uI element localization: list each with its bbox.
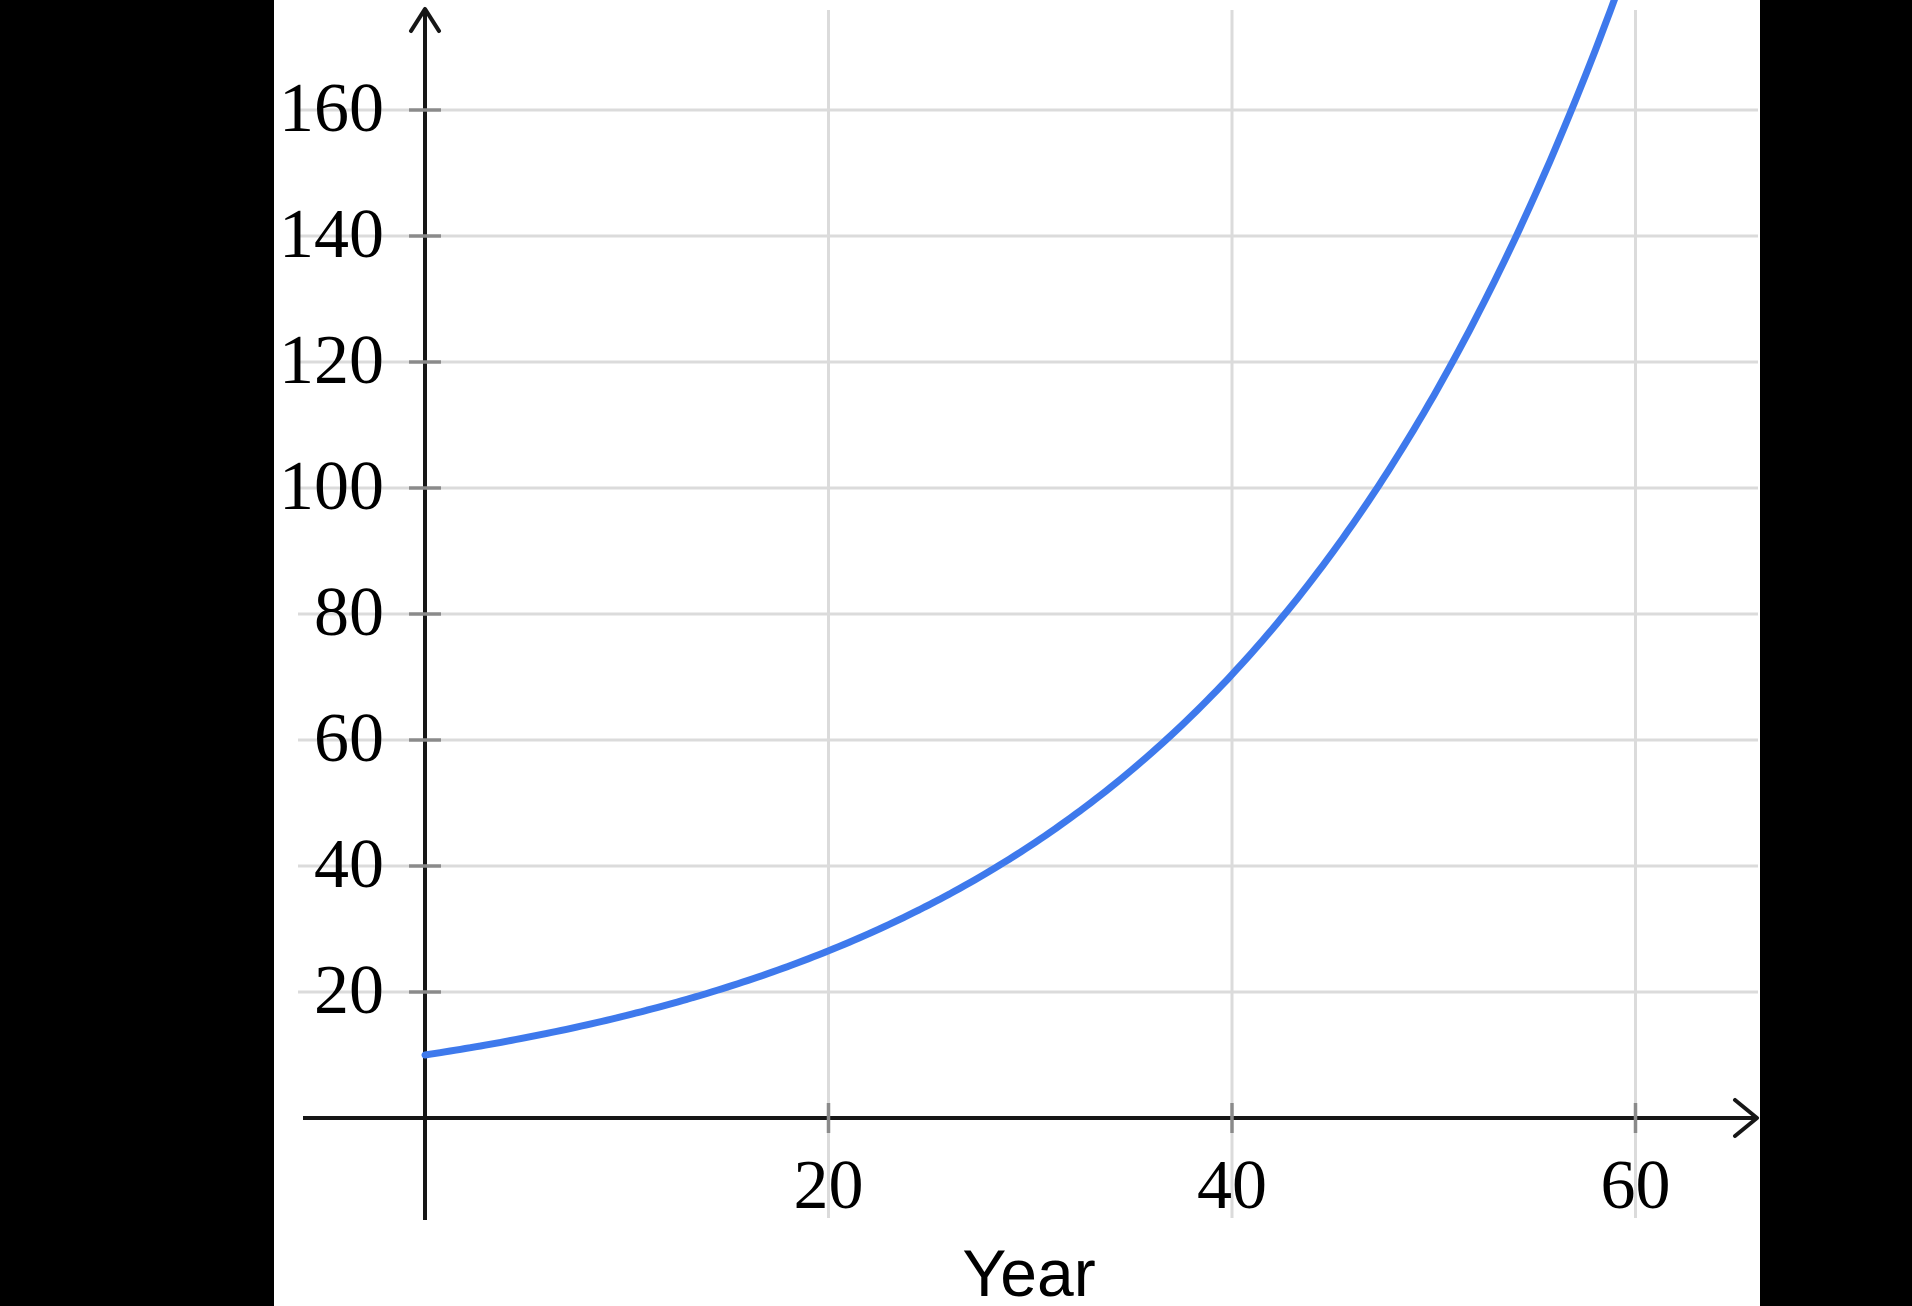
x-tick-label-40: 40 <box>1197 1147 1267 1224</box>
tick-marks <box>409 108 1638 1133</box>
y-tick-label-120: 120 <box>279 322 384 399</box>
y-axis-arrowhead-icon <box>409 7 441 33</box>
x-axis-title: Year <box>962 1236 1096 1306</box>
x-tick-label-60: 60 <box>1600 1147 1671 1224</box>
chart-canvas: 20 40 60 80 100 120 140 160 20 40 60 Year <box>274 0 1760 1306</box>
y-tick-label-80: 80 <box>314 574 384 651</box>
growth-curve <box>421 0 1618 1059</box>
y-tick-label-20: 20 <box>314 952 384 1029</box>
plot-area <box>298 0 1759 1220</box>
y-tick-label-160: 160 <box>279 70 384 147</box>
y-tick-label-100: 100 <box>279 448 384 525</box>
axes <box>303 7 1759 1220</box>
y-tick-label-40: 40 <box>314 826 384 903</box>
x-tick-label-20: 20 <box>793 1147 864 1224</box>
x-axis-arrowhead-icon <box>1733 1098 1759 1138</box>
gridlines <box>298 10 1758 1218</box>
y-tick-label-60: 60 <box>314 700 384 777</box>
y-tick-label-140: 140 <box>279 196 384 273</box>
